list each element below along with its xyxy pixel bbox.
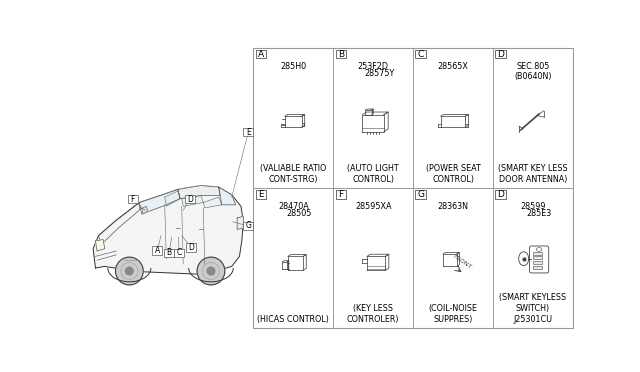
Text: (HICAS CONTROL): (HICAS CONTROL) [257, 315, 329, 324]
Polygon shape [164, 191, 180, 206]
Text: 28599: 28599 [520, 202, 546, 211]
Bar [174, 249, 184, 257]
Bar [335, 190, 346, 199]
Text: B: B [166, 248, 172, 257]
Bar [185, 195, 195, 203]
Bar [255, 190, 266, 199]
Bar [243, 128, 253, 136]
Text: 28363N: 28363N [438, 202, 468, 211]
Text: 28505: 28505 [287, 209, 312, 218]
Polygon shape [204, 197, 221, 208]
Text: 28575Y: 28575Y [364, 69, 394, 78]
Bar [243, 222, 253, 230]
Text: (VALIABLE RATIO
CONT-STRG): (VALIABLE RATIO CONT-STRG) [260, 164, 326, 184]
Ellipse shape [518, 252, 529, 266]
Polygon shape [141, 206, 148, 214]
Bar [533, 252, 542, 255]
Text: G: G [245, 221, 252, 231]
Bar [533, 256, 542, 260]
Text: SEC.805
(B0640N): SEC.805 (B0640N) [514, 62, 552, 81]
Circle shape [197, 257, 225, 285]
Text: F: F [339, 190, 344, 199]
Text: E: E [246, 128, 251, 137]
Text: F: F [131, 195, 135, 203]
Bar [495, 50, 506, 58]
Bar [152, 246, 163, 255]
Bar [186, 243, 196, 252]
Text: D: D [497, 190, 504, 199]
Bar [335, 50, 346, 58]
Bar [255, 50, 266, 58]
Text: A: A [258, 50, 264, 59]
Text: 285E3: 285E3 [527, 209, 552, 218]
Text: (COIL-NOISE
SUPPRES): (COIL-NOISE SUPPRES) [429, 304, 477, 324]
Polygon shape [93, 186, 243, 274]
Text: B: B [338, 50, 344, 59]
Circle shape [207, 267, 215, 275]
Text: (AUTO LIGHT
CONTROL): (AUTO LIGHT CONTROL) [348, 164, 399, 184]
Text: D: D [188, 243, 195, 252]
Text: C: C [177, 248, 182, 257]
Text: C: C [418, 50, 424, 59]
Text: 28565X: 28565X [438, 62, 468, 71]
Polygon shape [95, 240, 105, 251]
Polygon shape [219, 187, 236, 205]
Text: D: D [497, 50, 504, 59]
Bar [415, 190, 426, 199]
Text: 253F2D: 253F2D [358, 62, 388, 71]
Text: (SMART KEYLESS
SWITCH)
J25301CU: (SMART KEYLESS SWITCH) J25301CU [499, 293, 566, 324]
Text: FRONT: FRONT [451, 254, 472, 270]
Text: (KEY LESS
CONTROLER): (KEY LESS CONTROLER) [347, 304, 399, 324]
Text: (POWER SEAT
CONTROL): (POWER SEAT CONTROL) [426, 164, 481, 184]
Text: (SMART KEY LESS
DOOR ANTENNA): (SMART KEY LESS DOOR ANTENNA) [498, 164, 568, 184]
Text: 28470A: 28470A [278, 202, 308, 211]
Bar [415, 50, 426, 58]
Bar [164, 249, 174, 257]
Text: 28595XA: 28595XA [355, 202, 392, 211]
FancyBboxPatch shape [529, 246, 548, 273]
Text: A: A [155, 246, 160, 255]
Bar [533, 266, 542, 269]
Text: D: D [187, 195, 193, 203]
Bar [128, 195, 138, 203]
Bar [253, 48, 573, 328]
Polygon shape [182, 196, 204, 206]
Polygon shape [237, 217, 243, 230]
Bar [495, 190, 506, 199]
Polygon shape [178, 186, 220, 199]
Text: E: E [258, 190, 264, 199]
Polygon shape [140, 189, 180, 214]
Circle shape [115, 257, 143, 285]
Bar [533, 261, 542, 264]
Text: G: G [417, 190, 424, 199]
Circle shape [125, 267, 133, 275]
Text: 285H0: 285H0 [280, 62, 307, 71]
Ellipse shape [536, 247, 542, 251]
